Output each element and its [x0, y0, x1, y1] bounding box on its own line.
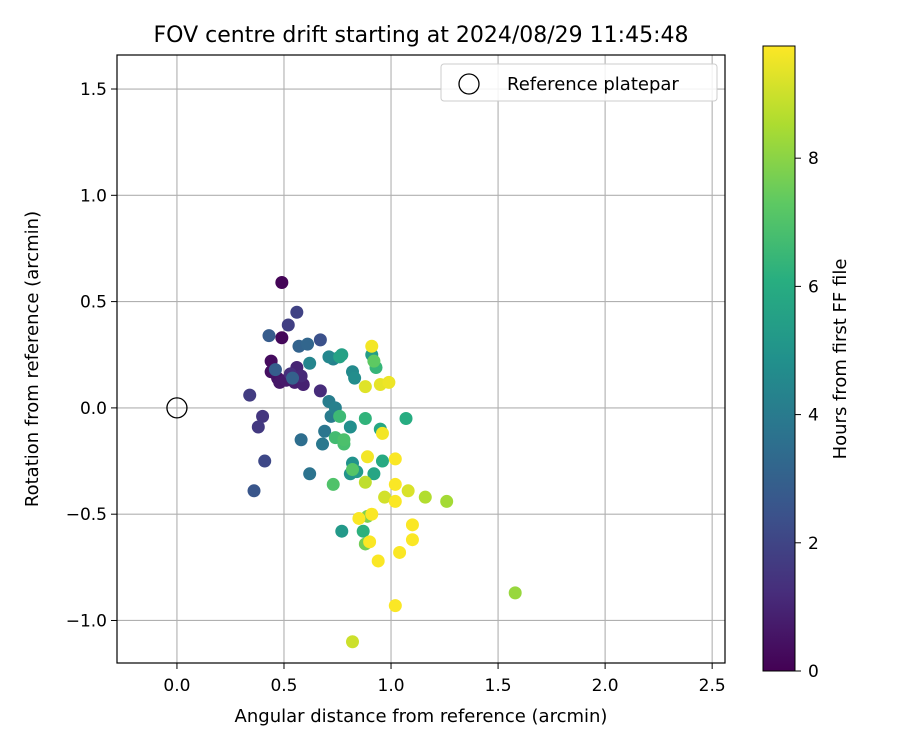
data-point	[401, 484, 415, 498]
colorbar-label: Hours from first FF file	[830, 259, 851, 460]
data-point	[268, 363, 282, 377]
data-point	[405, 533, 419, 547]
x-tick-label: 2.5	[699, 676, 726, 696]
data-point	[290, 305, 304, 319]
x-axis: 0.0 0.5 1.0 1.5 2.0 2.5	[163, 663, 726, 696]
chart-title: FOV centre drift starting at 2024/08/29 …	[154, 23, 689, 48]
x-tick-label: 2.0	[592, 676, 619, 696]
data-point	[333, 350, 347, 364]
data-point	[247, 484, 261, 498]
colorbar: 0 2 4 6 8 Hours from first FF file	[762, 45, 851, 682]
data-point	[318, 424, 332, 438]
points-layer	[243, 275, 522, 649]
data-point	[388, 599, 402, 613]
colorbar-tick-label: 2	[808, 534, 819, 554]
data-point	[388, 477, 402, 491]
x-tick-label: 0.5	[270, 676, 297, 696]
data-point	[337, 433, 351, 447]
colorbar-gradient	[762, 45, 796, 672]
colorbar-tick-label: 8	[808, 149, 819, 169]
x-tick-label: 0.0	[163, 676, 190, 696]
legend-entry-label: Reference platepar	[507, 74, 679, 95]
data-point	[418, 490, 432, 504]
data-point	[335, 524, 349, 538]
y-tick-label: −0.5	[66, 505, 107, 525]
data-point	[301, 337, 315, 351]
data-point	[358, 412, 372, 426]
data-point	[256, 409, 270, 423]
x-tick-label: 1.5	[485, 676, 512, 696]
colorbar-tick-label: 0	[808, 662, 819, 682]
data-point	[316, 437, 330, 451]
data-point	[313, 333, 327, 347]
data-point	[275, 331, 289, 345]
data-point	[313, 384, 327, 398]
data-point	[294, 433, 308, 447]
data-point	[358, 475, 372, 489]
data-point	[258, 454, 272, 468]
data-point	[382, 375, 396, 389]
data-point	[388, 494, 402, 508]
data-point	[352, 511, 366, 525]
colorbar-tick-label: 6	[808, 277, 819, 297]
data-point	[345, 463, 359, 477]
grid-lines	[117, 55, 725, 663]
data-point	[388, 452, 402, 466]
data-point	[365, 339, 379, 353]
data-point	[360, 450, 374, 464]
data-point	[345, 635, 359, 649]
data-point	[303, 356, 317, 370]
legend-box	[440, 63, 718, 102]
data-point	[326, 477, 340, 491]
data-point	[378, 490, 392, 504]
data-point	[281, 318, 295, 332]
x-axis-label: Angular distance from reference (arcmin)	[235, 706, 608, 727]
data-point	[367, 354, 381, 368]
data-point	[286, 371, 300, 385]
y-axis-label: Rotation from reference (arcmin)	[22, 211, 43, 507]
data-point	[393, 545, 407, 559]
y-tick-label: −1.0	[66, 611, 107, 631]
data-point	[262, 329, 276, 343]
data-point	[333, 409, 347, 423]
legend-reference-icon	[458, 73, 480, 95]
data-point	[358, 380, 372, 394]
y-tick-label: 1.0	[80, 186, 107, 206]
data-point	[251, 420, 265, 434]
reference-marker	[166, 397, 188, 419]
y-tick-label: 0.0	[80, 399, 107, 419]
data-point	[365, 507, 379, 521]
data-point	[405, 518, 419, 532]
data-point	[508, 586, 522, 600]
y-tick-label: 0.5	[80, 293, 107, 313]
data-point	[367, 467, 381, 481]
data-point	[399, 412, 413, 426]
data-point	[363, 535, 377, 549]
y-tick-label: 1.5	[80, 80, 107, 100]
data-point	[348, 371, 362, 385]
data-point	[371, 554, 385, 568]
data-point	[356, 524, 370, 538]
plot-frame	[116, 54, 726, 664]
y-axis: −1.0 −0.5 0.0 0.5 1.0 1.5	[66, 80, 117, 631]
data-point	[440, 494, 454, 508]
data-point	[375, 454, 389, 468]
data-point	[375, 426, 389, 440]
legend: Reference platepar	[440, 63, 718, 102]
data-point	[275, 275, 289, 289]
colorbar-ticks: 0 2 4 6 8	[795, 149, 819, 682]
data-point	[243, 388, 257, 402]
data-point	[343, 420, 357, 434]
colorbar-tick-label: 4	[808, 406, 819, 426]
data-point	[303, 467, 317, 481]
data-point	[322, 350, 336, 364]
x-tick-label: 1.0	[378, 676, 405, 696]
